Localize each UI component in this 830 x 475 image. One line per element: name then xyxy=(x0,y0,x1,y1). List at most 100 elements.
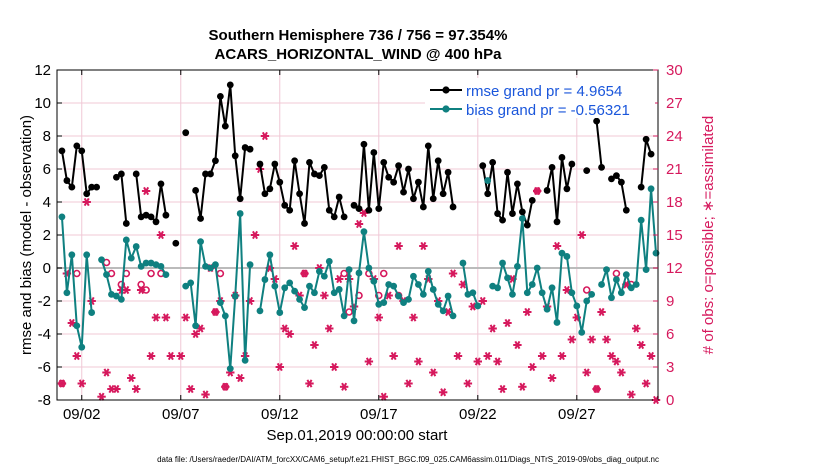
rmse-point xyxy=(434,157,442,165)
bias-point xyxy=(504,274,511,282)
bias-point xyxy=(207,264,214,272)
bias-point xyxy=(281,284,289,292)
bias-point xyxy=(231,292,239,300)
bias-line xyxy=(185,212,252,370)
rmse-point xyxy=(563,185,571,193)
bias-point xyxy=(439,307,447,315)
obs-possible-point xyxy=(221,382,230,391)
bias-point xyxy=(187,279,195,287)
y-tick-label: -2 xyxy=(38,293,51,310)
bias-point xyxy=(469,289,477,297)
rmse-point xyxy=(419,203,427,211)
rmse-point xyxy=(68,183,76,191)
bias-point xyxy=(113,292,120,300)
rmse-point xyxy=(365,206,373,214)
rmse-point xyxy=(296,190,303,198)
rmse-point xyxy=(504,168,511,176)
rmse-point xyxy=(335,193,343,201)
chart-title: Southern Hemisphere 736 / 756 = 97.354% xyxy=(209,27,508,44)
obs-possible-point xyxy=(582,286,591,294)
rmse-point xyxy=(320,163,328,171)
rmse-point xyxy=(543,187,551,194)
obs-assimilated-point xyxy=(280,324,289,333)
bias-point xyxy=(340,312,348,320)
rmse-point xyxy=(192,187,200,194)
bias-point xyxy=(271,282,279,290)
obs-assimilated-point xyxy=(275,362,284,372)
bias-point xyxy=(548,284,556,292)
rmse-point xyxy=(499,216,506,224)
obs-assimilated-point xyxy=(77,379,86,388)
bias-point xyxy=(311,289,318,297)
obs-assimilated-point xyxy=(617,368,626,377)
bias-point xyxy=(182,282,190,290)
bias-point xyxy=(558,249,566,257)
bias-point xyxy=(499,259,506,267)
bias-point xyxy=(528,281,536,288)
bias-point xyxy=(88,309,96,316)
bias-point xyxy=(162,271,170,278)
y-tick-label-right: 0 xyxy=(666,392,674,409)
rmse-point xyxy=(608,175,615,183)
obs-assimilated-point xyxy=(493,357,502,366)
bias-point xyxy=(365,264,373,272)
bias-point xyxy=(73,322,81,330)
obs-assimilated-point xyxy=(379,392,388,401)
legend-bias-marker xyxy=(442,105,450,113)
obs-assimilated-point xyxy=(201,390,210,399)
bias-point xyxy=(632,281,640,288)
obs-possible-point xyxy=(340,269,348,278)
obs-assimilated-point xyxy=(97,392,106,401)
bias-point xyxy=(132,243,140,250)
obs-assimilated-point xyxy=(166,351,176,361)
rmse-point xyxy=(246,145,254,153)
y-tick-label: 0 xyxy=(43,260,51,277)
bias-point xyxy=(642,266,650,274)
y-tick-label-right: 15 xyxy=(666,227,683,244)
obs-possible-point xyxy=(592,385,601,393)
rmse-point xyxy=(266,185,274,193)
y-tick-label: 12 xyxy=(34,62,51,79)
obs-assimilated-point xyxy=(310,340,319,350)
obs-assimilated-point xyxy=(394,241,403,251)
bias-point xyxy=(221,312,229,320)
series-layer xyxy=(58,81,660,373)
y-tick-label-right: 6 xyxy=(666,326,674,343)
obs-assimilated-point xyxy=(438,388,448,397)
bias-point xyxy=(320,272,328,280)
rmse-point xyxy=(637,183,645,191)
obs-assimilated-point xyxy=(632,324,641,333)
y-tick-label: 8 xyxy=(43,128,51,145)
y-tick-label: 4 xyxy=(43,194,51,211)
x-tick-label: 09/12 xyxy=(261,406,299,423)
rmse-point xyxy=(122,220,130,227)
chart-subtitle: ACARS_HORIZONTAL_WIND @ 400 hPa xyxy=(215,46,503,63)
obs-possible-point xyxy=(147,269,155,278)
rmse-point xyxy=(390,178,398,186)
rmse-line xyxy=(194,83,251,220)
bias-point xyxy=(261,276,269,283)
bias-point xyxy=(578,328,586,336)
bias-point xyxy=(256,307,264,315)
bias-point xyxy=(142,259,150,267)
bias-point xyxy=(103,271,110,278)
y-tick-label-right: 3 xyxy=(666,359,674,376)
rmse-point xyxy=(197,215,204,222)
bias-point xyxy=(459,259,467,267)
rmse-point xyxy=(212,157,219,165)
rmse-point xyxy=(479,162,487,170)
bias-point xyxy=(563,253,571,260)
rmse-point xyxy=(306,159,313,166)
y-tick-label: -4 xyxy=(38,326,51,343)
bias-point xyxy=(212,261,219,269)
bias-point xyxy=(538,289,546,297)
rmse-point xyxy=(256,160,264,168)
bias-point xyxy=(647,185,655,193)
rmse-point xyxy=(439,190,447,198)
bias-point xyxy=(608,294,615,302)
obs-assimilated-point xyxy=(354,219,364,229)
bias-point xyxy=(301,304,308,311)
rmse-point xyxy=(494,210,502,217)
rmse-point xyxy=(355,205,363,213)
bias-point xyxy=(345,266,353,274)
